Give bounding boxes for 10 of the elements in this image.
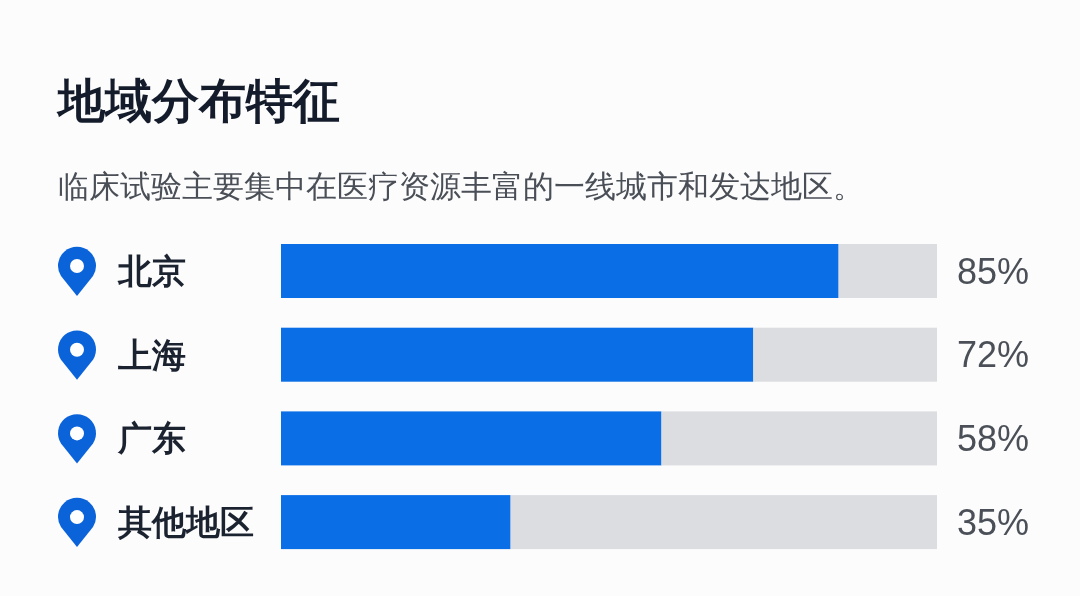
data-label: 85% [957, 250, 1030, 292]
data-label: 72% [957, 334, 1030, 376]
y-tick-label: 广东 [117, 418, 186, 459]
y-tick-label: 北京 [117, 251, 186, 291]
data-label: 58% [957, 417, 1030, 459]
y-tick-label: 其他地区 [117, 502, 254, 543]
y-tick-label: 上海 [117, 334, 186, 375]
data-label: 35% [957, 501, 1030, 543]
chart-title: 地域分布特征 [56, 73, 340, 128]
chart-subtitle: 临床试验主要集中在医疗资源丰富的一线城市和发达地区。 [58, 168, 864, 204]
